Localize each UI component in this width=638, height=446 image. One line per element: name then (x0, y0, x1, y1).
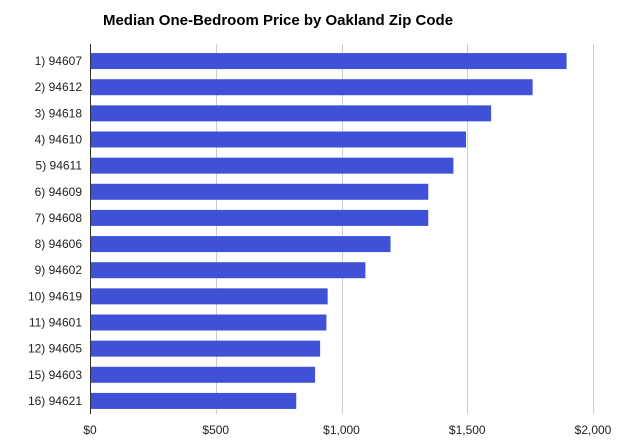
bar (90, 183, 429, 200)
category-label: 9) 94602 (35, 263, 83, 277)
x-tick-label: $500 (202, 423, 229, 437)
category-label: 15) 94603 (28, 368, 82, 382)
gridlines (216, 44, 594, 414)
bar (90, 340, 321, 357)
bar (90, 79, 533, 96)
bar (90, 53, 567, 70)
bar (90, 157, 454, 174)
bar (90, 209, 429, 226)
bar (90, 366, 316, 383)
bar (90, 262, 366, 279)
category-label: 10) 94619 (28, 289, 82, 303)
bar (90, 314, 327, 331)
category-label: 1) 94607 (35, 54, 83, 68)
category-label: 16) 94621 (28, 394, 82, 408)
x-tick-labels: $0 $500 $1,000 $1,500 $2,000 (83, 423, 611, 437)
x-tick-label: $1,000 (323, 423, 360, 437)
bar (90, 392, 297, 409)
bar (90, 131, 466, 148)
x-tick-label: $0 (83, 423, 97, 437)
category-label: 2) 94612 (35, 80, 83, 94)
bar (90, 105, 492, 122)
category-label: 6) 94609 (35, 185, 83, 199)
category-label: 12) 94605 (28, 342, 82, 356)
category-label: 5) 94611 (36, 159, 83, 173)
bars (90, 53, 567, 409)
category-label: 3) 94618 (35, 106, 83, 120)
bar (90, 288, 328, 305)
category-labels: 1) 94607 2) 94612 3) 94618 4) 94610 5) 94611… (28, 54, 82, 408)
bar (90, 236, 391, 253)
category-label: 4) 94610 (35, 133, 83, 147)
category-label: 11) 94601 (29, 316, 82, 330)
chart-title: Median One-Bedroom Price by Oakland Zip … (103, 12, 453, 29)
category-label: 7) 94608 (35, 211, 83, 225)
category-label: 8) 94606 (35, 237, 83, 251)
x-tick-label: $2,000 (575, 423, 612, 437)
x-tick-label: $1,500 (449, 423, 486, 437)
